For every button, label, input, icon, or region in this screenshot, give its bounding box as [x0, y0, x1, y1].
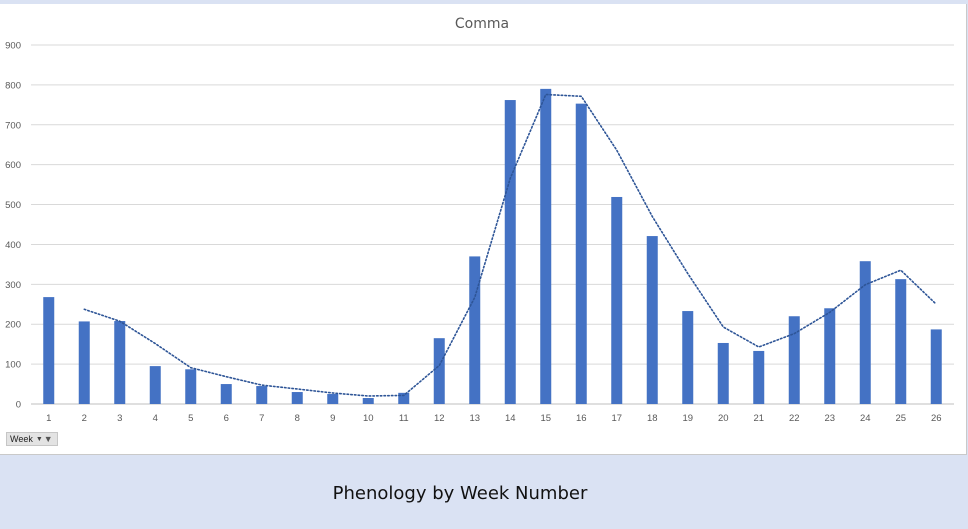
bar-week-16 — [575, 103, 587, 405]
y-tick-label: 0 — [16, 400, 21, 411]
bar-week-22 — [788, 316, 800, 404]
x-tick-label: 14 — [505, 413, 516, 424]
figure-caption: Phenology by Week Number — [332, 483, 588, 504]
x-tick-label: 9 — [330, 413, 335, 424]
x-tick-label: 17 — [611, 413, 622, 424]
x-tick-label: 5 — [188, 413, 193, 424]
y-tick-label: 300 — [5, 280, 21, 291]
x-tick-label: 13 — [469, 413, 480, 424]
y-tick-label: 400 — [5, 240, 21, 251]
week-field-filter-button[interactable]: Week ▼ ▼ — [6, 432, 58, 446]
moving-average-trendline — [83, 93, 938, 397]
bar-week-11 — [398, 392, 410, 404]
y-tick-label: 200 — [5, 320, 21, 331]
x-tick-label: 1 — [46, 413, 51, 424]
x-tick-label: 8 — [295, 413, 300, 424]
bar-week-10 — [362, 398, 374, 404]
bar-week-6 — [220, 384, 232, 404]
y-axis-ticks: 0 100 200 300 400 500 600 700 800 900 — [5, 41, 21, 411]
bar-week-20 — [717, 342, 729, 404]
gridlines — [31, 44, 954, 405]
x-tick-label: 11 — [399, 413, 409, 424]
y-tick-label: 700 — [5, 120, 21, 131]
bar-week-3 — [114, 321, 126, 404]
bar-week-17 — [611, 196, 623, 404]
x-axis-ticks: 1 2 3 4 5 6 7 8 9 10 11 12 13 14 15 16 17 18 19 20 21 22 23 24 2… — [46, 413, 941, 424]
bar-week-13 — [469, 256, 481, 404]
filter-icon: ▼ — [43, 434, 53, 444]
x-tick-label: 19 — [682, 413, 693, 424]
trendline — [83, 93, 938, 397]
bar-week-24 — [859, 261, 871, 404]
bar-week-5 — [185, 369, 197, 404]
x-tick-label: 10 — [363, 413, 374, 424]
x-tick-label: 16 — [576, 413, 587, 424]
bar-week-18 — [646, 236, 658, 404]
x-tick-label: 20 — [718, 413, 729, 424]
x-tick-label: 4 — [153, 413, 158, 424]
x-tick-label: 25 — [895, 413, 906, 424]
x-tick-label: 24 — [860, 413, 871, 424]
bar-week-23 — [824, 308, 836, 404]
bar-week-21 — [753, 350, 765, 404]
x-tick-label: 26 — [931, 413, 942, 424]
x-tick-label: 7 — [259, 413, 264, 424]
y-tick-label: 100 — [5, 360, 21, 371]
bar-week-2 — [78, 321, 90, 404]
bar-week-19 — [682, 311, 694, 404]
bar-week-1 — [43, 297, 55, 404]
bar-week-14 — [504, 100, 516, 405]
y-tick-label: 900 — [5, 41, 21, 52]
x-tick-label: 22 — [789, 413, 800, 424]
x-tick-label: 6 — [224, 413, 229, 424]
bar-week-8 — [291, 392, 303, 404]
bar-week-4 — [149, 366, 161, 404]
x-tick-label: 18 — [647, 413, 658, 424]
x-tick-label: 15 — [540, 413, 551, 424]
chart-title: Comma — [455, 16, 509, 32]
x-tick-label: 12 — [434, 413, 445, 424]
dropdown-caret-icon: ▼ — [35, 435, 43, 443]
bars — [43, 88, 942, 405]
x-tick-label: 3 — [117, 413, 122, 424]
bar-week-12 — [433, 338, 445, 404]
bar-week-9 — [327, 394, 339, 404]
y-tick-label: 600 — [5, 160, 21, 171]
bar-week-26 — [930, 329, 942, 404]
x-tick-label: 21 — [753, 413, 764, 424]
bar-week-15 — [540, 88, 552, 404]
x-tick-label: 2 — [82, 413, 87, 424]
y-tick-label: 800 — [5, 80, 21, 91]
y-tick-label: 500 — [5, 200, 21, 211]
x-tick-label: 23 — [824, 413, 835, 424]
bar-week-7 — [256, 386, 268, 404]
field-button-label: Week — [10, 434, 33, 444]
bar-week-25 — [895, 279, 907, 404]
